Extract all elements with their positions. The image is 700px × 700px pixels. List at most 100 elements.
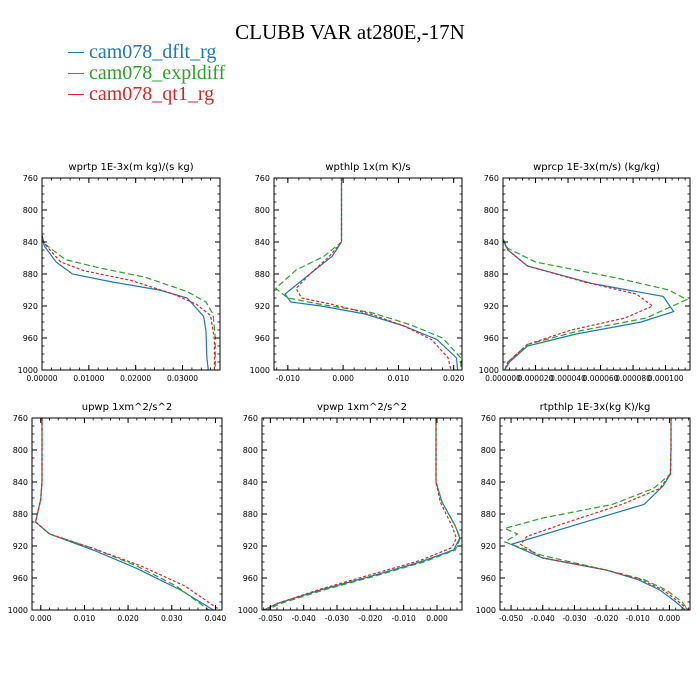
series-line-3 <box>295 178 452 370</box>
y-tick-label: 960 <box>255 334 270 343</box>
x-tick-label: -0.050 <box>499 614 523 623</box>
panel-frame <box>31 417 223 611</box>
y-tick-label: 760 <box>23 174 38 183</box>
series-line-3 <box>519 418 689 610</box>
legend-swatch-dflt <box>68 52 84 53</box>
panel-5: vpwp 1xm^2/s^27608008408809209601000-0.0… <box>238 402 463 623</box>
x-tick-label: 0.030 <box>161 614 183 623</box>
series-line-3 <box>34 418 221 610</box>
y-tick-label: 1000 <box>250 366 270 375</box>
x-tick-label: -0.010 <box>392 614 416 623</box>
x-tick-label: -0.050 <box>258 614 282 623</box>
panel-4: upwp 1xm^2/s^2 760 800 840 880 920 960 10000.00… <box>8 402 227 623</box>
series-line-1 <box>42 235 209 370</box>
y-tick-label: 840 <box>255 238 270 247</box>
x-tick-label: 0.000000 <box>485 374 521 383</box>
legend-swatch-qt1 <box>68 94 84 95</box>
y-tick-label: 960 <box>484 334 499 343</box>
y-tick-label: 920 <box>13 542 28 551</box>
x-tick-label: -0.030 <box>325 614 349 623</box>
y-tick-label: 840 <box>243 478 258 487</box>
panel-frame <box>499 417 691 611</box>
series-line-1 <box>509 418 686 610</box>
series-line-2 <box>274 178 462 370</box>
y-tick-label: 840 <box>484 238 499 247</box>
panel-title: wpthlp 1x(m K)/s <box>325 162 410 173</box>
series-line-3 <box>503 240 654 370</box>
series-line-1 <box>34 418 214 610</box>
y-tick-label: 1000 <box>18 366 38 375</box>
y-tick-label: 960 <box>23 334 38 343</box>
y-tick-label: 880 <box>243 510 258 519</box>
x-tick-label: 0.010 <box>74 614 96 623</box>
x-tick-label: 0.040 <box>205 614 227 623</box>
y-tick-label: 840 <box>481 478 496 487</box>
y-tick-label: 920 <box>23 302 38 311</box>
y-tick-label: 760 <box>481 414 496 423</box>
y-tick-label: 880 <box>255 270 270 279</box>
x-tick-label: 0.000100 <box>648 374 684 383</box>
y-tick-label: 920 <box>255 302 270 311</box>
y-tick-label: 800 <box>484 206 499 215</box>
panel-title: rtpthlp 1E-3x(kg K)/kg <box>540 402 651 413</box>
y-tick-label: 1000 <box>479 366 499 375</box>
y-tick-label: 760 <box>484 174 499 183</box>
panel-title: wprcp 1E-3x(m/s) (kg/kg) <box>533 162 660 173</box>
legend-item-qt1: cam078_qt1_rg <box>68 84 225 105</box>
x-tick-label: 0.000 <box>426 614 448 623</box>
y-tick-label: 800 <box>13 446 28 455</box>
y-tick-label: 880 <box>484 270 499 279</box>
y-tick-label: 920 <box>481 542 496 551</box>
legend-item-expldiff: cam078_expldiff <box>68 63 225 84</box>
y-tick-label: 840 <box>23 238 38 247</box>
legend-item-dflt: cam078_dflt_rg <box>68 42 225 63</box>
legend-label-qt1: cam078_qt1_rg <box>89 83 215 105</box>
legend: cam078_dflt_rg cam078_expldiff cam078_qt… <box>68 42 225 105</box>
panel-title: wprtp 1E-3x(m kg)/(s kg) <box>68 162 193 173</box>
y-tick-label: 880 <box>23 270 38 279</box>
x-tick-label: 0.000040 <box>550 374 586 383</box>
x-tick-label: 0.01000 <box>73 374 104 383</box>
series-line-3 <box>265 418 457 610</box>
y-tick-label: 800 <box>23 206 38 215</box>
x-tick-label: -0.020 <box>358 614 382 623</box>
panel-6: rtpthlp 1E-3x(kg K)/kg 760 800 840 880 920 960… <box>476 402 691 623</box>
series-line-2 <box>42 235 216 370</box>
chart-main-title: CLUBB VAR at280E,-17N <box>235 20 465 44</box>
y-tick-label: 760 <box>243 414 258 423</box>
legend-swatch-expldiff <box>68 73 84 74</box>
series-line-2 <box>503 418 689 610</box>
y-tick-label: 800 <box>255 206 270 215</box>
y-tick-label: 1000 <box>8 606 28 615</box>
y-tick-label: 1000 <box>476 606 496 615</box>
legend-label-dflt: cam078_dflt_rg <box>89 41 217 63</box>
x-tick-label: 0.02000 <box>120 374 151 383</box>
x-tick-label: 0.000020 <box>518 374 554 383</box>
x-tick-label: -0.010 <box>626 614 650 623</box>
series-line-2 <box>503 238 689 370</box>
x-tick-label: 0.000 <box>30 614 52 623</box>
y-tick-label: 880 <box>481 510 496 519</box>
y-tick-label: 960 <box>481 574 496 583</box>
y-tick-label: 840 <box>13 478 28 487</box>
x-tick-label: -0.040 <box>292 614 316 623</box>
x-tick-label: 0.000080 <box>615 374 651 383</box>
panel-title: vpwp 1xm^2/s^2 <box>317 402 407 413</box>
y-tick-label: 960 <box>13 574 28 583</box>
y-tick-label: 920 <box>243 542 258 551</box>
x-tick-label: -0.030 <box>562 614 586 623</box>
series-line-2 <box>266 418 461 610</box>
x-tick-label: 0.020 <box>443 374 465 383</box>
x-tick-label: 0.000060 <box>583 374 619 383</box>
x-tick-label: 0.03000 <box>167 374 198 383</box>
y-tick-label: 920 <box>484 302 499 311</box>
x-tick-label: -0.020 <box>594 614 618 623</box>
y-tick-label: 800 <box>243 446 258 455</box>
x-tick-label: 0.000 <box>659 614 681 623</box>
x-tick-label: -0.010 <box>276 374 300 383</box>
x-tick-label: 0.000 <box>332 374 354 383</box>
series-line-2 <box>34 418 210 610</box>
panel-frame <box>261 417 463 611</box>
panel-2: wpthlp 1x(m K)/s 760 800 840 880 920 960 1000 -0… <box>250 162 465 383</box>
